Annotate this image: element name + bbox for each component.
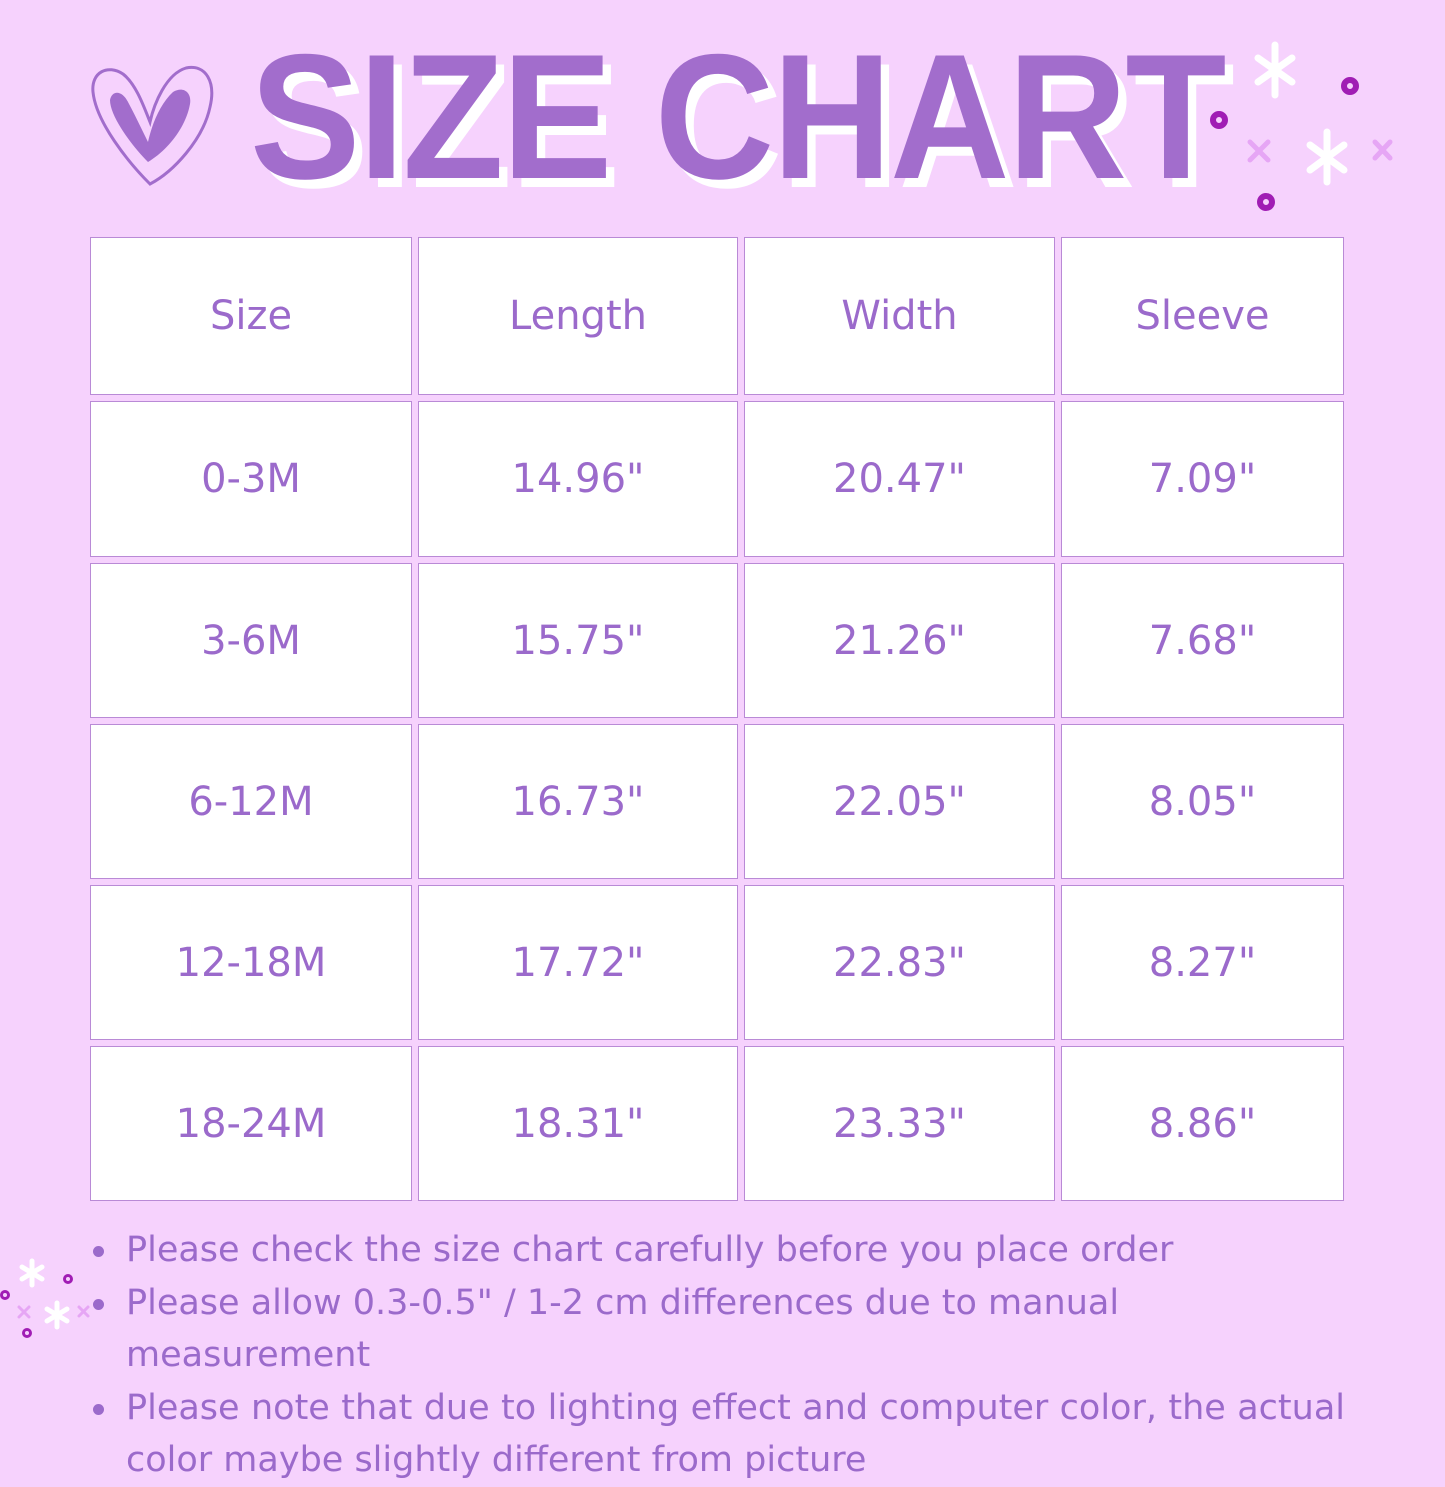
cell-size: 6-12M [90,724,412,879]
cell-sleeve: 8.27" [1061,885,1344,1040]
cell-length: 17.72" [418,885,738,1040]
sparkle-icon [1210,41,1393,211]
header-length: Length [418,237,738,395]
header-sleeve: Sleeve [1061,237,1344,395]
cell-width: 22.83" [744,885,1055,1040]
cell-sleeve: 7.68" [1061,563,1344,718]
cell-length: 18.31" [418,1046,738,1201]
cell-length: 16.73" [418,724,738,879]
size-table: Size Length Width Sleeve 0-3M 14.96" 20.… [90,237,1344,1201]
cell-width: 23.33" [744,1046,1055,1201]
cell-sleeve: 8.05" [1061,724,1344,879]
cell-length: 15.75" [418,563,738,718]
header-width: Width [744,237,1055,395]
heart-icon [91,65,214,186]
notes-list: Please check the size chart carefully be… [90,1224,1345,1487]
note-item: Please check the size chart carefully be… [90,1224,1345,1277]
note-item: Please note that due to lighting effect … [90,1382,1345,1487]
cell-size: 0-3M [90,401,412,557]
cell-width: 22.05" [744,724,1055,879]
sparkle-icon [0,1258,90,1338]
cell-width: 20.47" [744,401,1055,557]
cell-size: 3-6M [90,563,412,718]
cell-size: 12-18M [90,885,412,1040]
cell-sleeve: 7.09" [1061,401,1344,557]
note-item: Please allow 0.3-0.5" / 1-2 cm differenc… [90,1277,1345,1382]
cell-size: 18-24M [90,1046,412,1201]
header-size: Size [90,237,412,395]
cell-width: 21.26" [744,563,1055,718]
cell-sleeve: 8.86" [1061,1046,1344,1201]
page-title: SIZE CHART [250,17,1227,216]
cell-length: 14.96" [418,401,738,557]
